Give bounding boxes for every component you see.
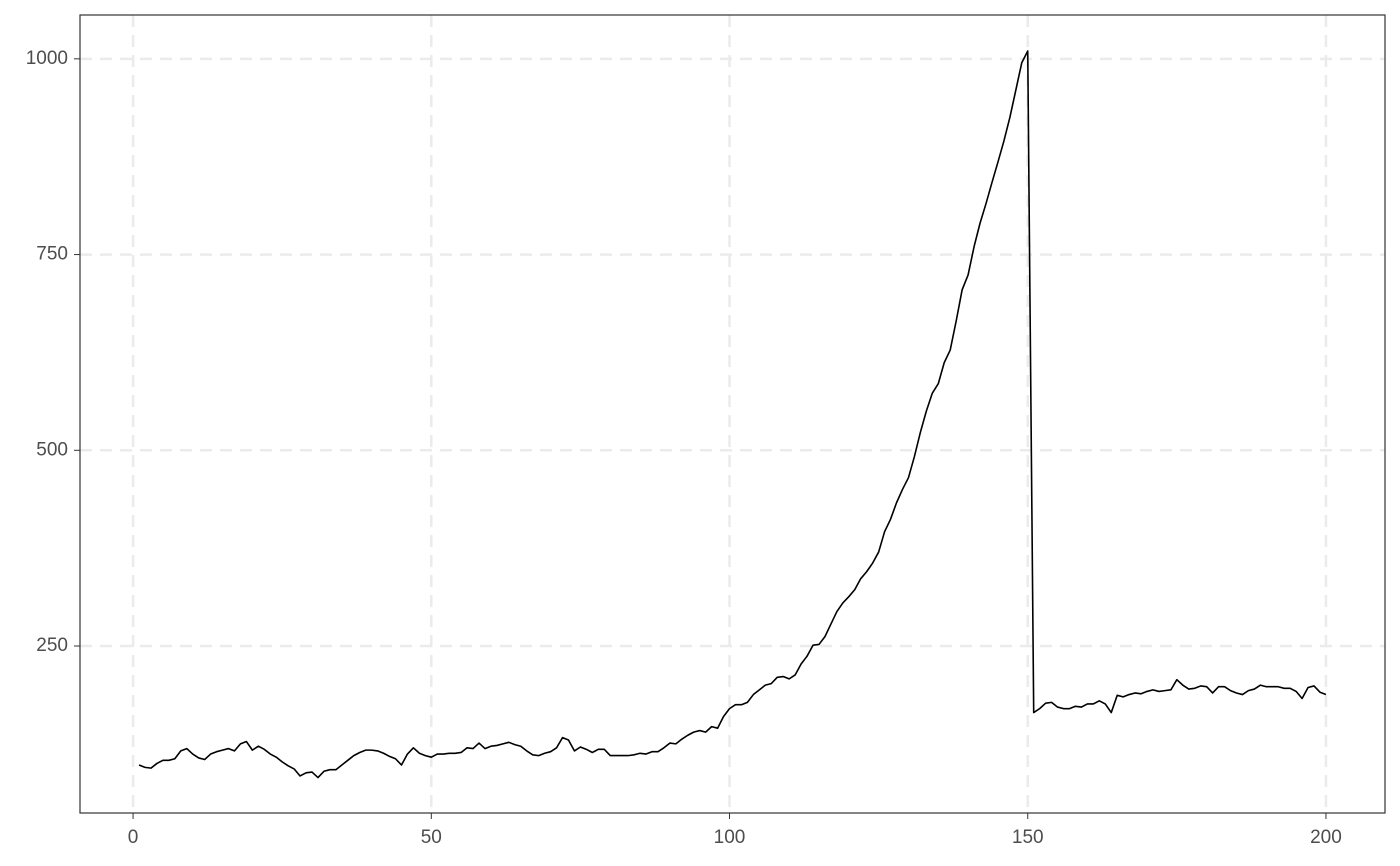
x-tick-label: 50 — [421, 827, 442, 848]
y-tick-label: 500 — [36, 439, 68, 460]
y-tick-label: 1000 — [26, 48, 68, 69]
y-tick-label: 250 — [36, 635, 68, 656]
data-line — [138, 50, 1327, 779]
x-tick-label: 100 — [714, 827, 746, 848]
x-tick-label: 200 — [1310, 827, 1342, 848]
y-tick-label: 750 — [36, 244, 68, 265]
x-tick-label: 0 — [128, 827, 139, 848]
plot-border — [79, 14, 1386, 814]
x-tick-label: 150 — [1012, 827, 1044, 848]
